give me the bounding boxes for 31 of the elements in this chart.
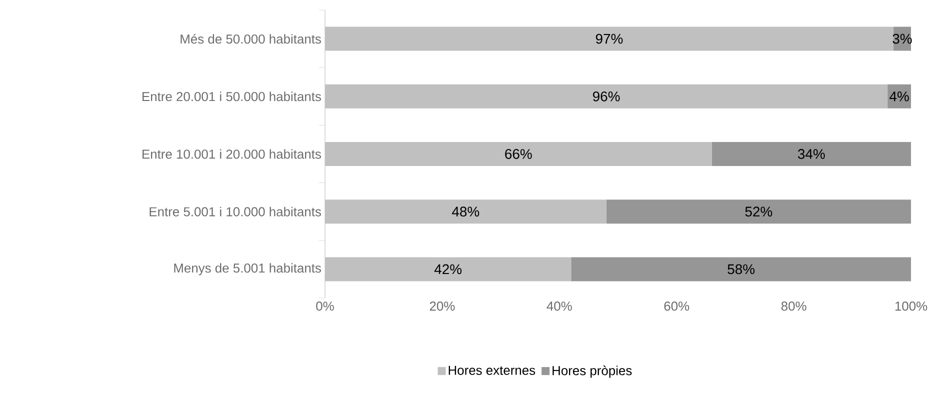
y-tick-label: Més de 50.000 habitants xyxy=(180,34,321,44)
x-tick-label: 100% xyxy=(895,302,928,311)
bar xyxy=(888,84,912,108)
bar xyxy=(571,257,912,282)
legend-label: Hores pròpies xyxy=(552,366,632,378)
data-label: 4% xyxy=(890,92,909,102)
data-label: 52% xyxy=(745,206,772,217)
legend-label: Hores externes xyxy=(448,366,536,375)
bar xyxy=(606,200,912,224)
bar xyxy=(325,26,894,51)
data-label: 34% xyxy=(798,149,825,159)
x-tick-label: 40% xyxy=(546,302,572,311)
x-tick-label: 0% xyxy=(316,302,334,311)
bar xyxy=(712,142,912,166)
y-tick-label: Menys de 5.001 habitants xyxy=(174,263,321,276)
x-tick-label: 60% xyxy=(664,302,690,311)
data-label: 42% xyxy=(434,264,462,274)
bar xyxy=(325,200,606,224)
y-tick-label: Entre 20.001 i 50.000 habitants xyxy=(142,92,321,102)
data-label: 97% xyxy=(596,34,623,44)
data-label: 96% xyxy=(592,91,620,102)
bar xyxy=(325,257,572,282)
y-tick-label: Entre 10.001 i 20.000 habitants xyxy=(142,149,321,159)
data-label: 58% xyxy=(728,264,755,274)
bar xyxy=(325,142,712,166)
x-tick-label: 20% xyxy=(430,302,455,311)
data-label: 48% xyxy=(452,206,480,217)
data-label: 66% xyxy=(505,149,532,159)
x-tick-label: 80% xyxy=(781,302,806,311)
y-tick-label: Entre 5.001 i 10.000 habitants xyxy=(150,206,321,216)
bar xyxy=(325,84,888,108)
